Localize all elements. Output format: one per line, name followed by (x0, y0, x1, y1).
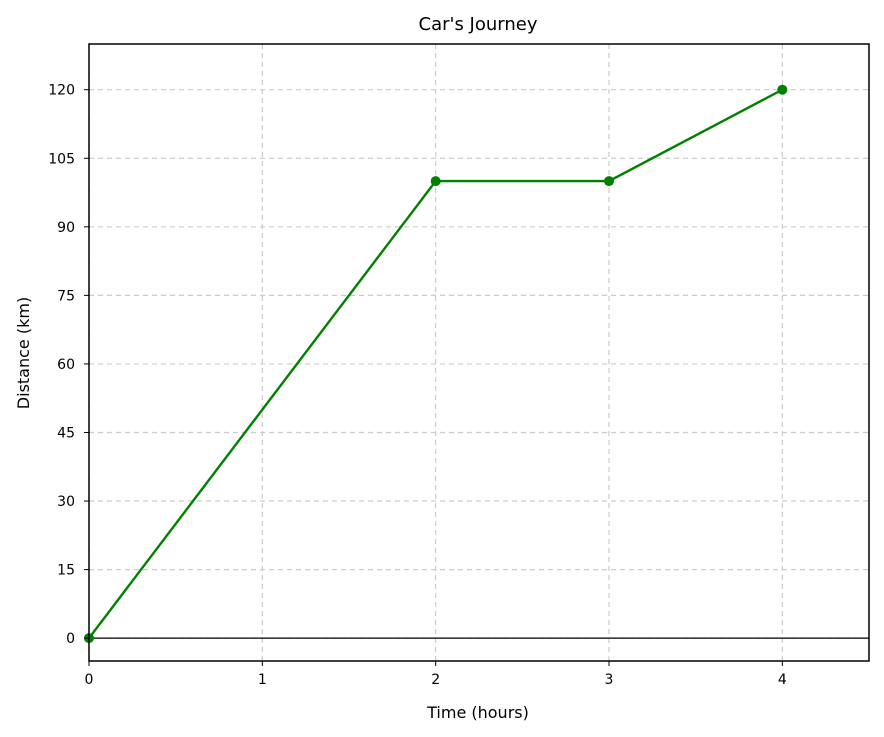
series-group (84, 84, 788, 644)
x-tick-label: 0 (85, 672, 94, 688)
x-axis-ticks: 0 1 2 3 4 (85, 661, 787, 688)
y-tick-label: 90 (57, 220, 75, 236)
y-tick-label: 15 (57, 563, 75, 579)
series-line (88, 88, 783, 639)
x-axis-label: Time (hours) (426, 703, 529, 722)
y-tick-label: 75 (57, 288, 75, 304)
y-axis-ticks: 0 15 30 45 60 75 90 105 120 (48, 83, 89, 647)
x-tick-label: 1 (258, 672, 267, 688)
y-tick-label: 120 (48, 83, 75, 99)
data-point (430, 176, 441, 187)
y-axis-label: Distance (km) (14, 297, 33, 409)
data-point (777, 84, 788, 95)
y-tick-label: 30 (57, 494, 75, 510)
x-tick-label: 4 (778, 672, 787, 688)
y-tick-label: 105 (48, 151, 75, 167)
data-point (604, 176, 614, 187)
x-tick-label: 3 (605, 672, 614, 688)
grid (88, 44, 869, 661)
y-tick-label: 60 (57, 357, 75, 373)
chart-title: Car's Journey (419, 14, 538, 35)
x-tick-label: 2 (431, 672, 440, 688)
plot-frame (88, 43, 870, 662)
y-tick-label: 45 (57, 425, 75, 441)
y-tick-label: 0 (66, 631, 75, 647)
